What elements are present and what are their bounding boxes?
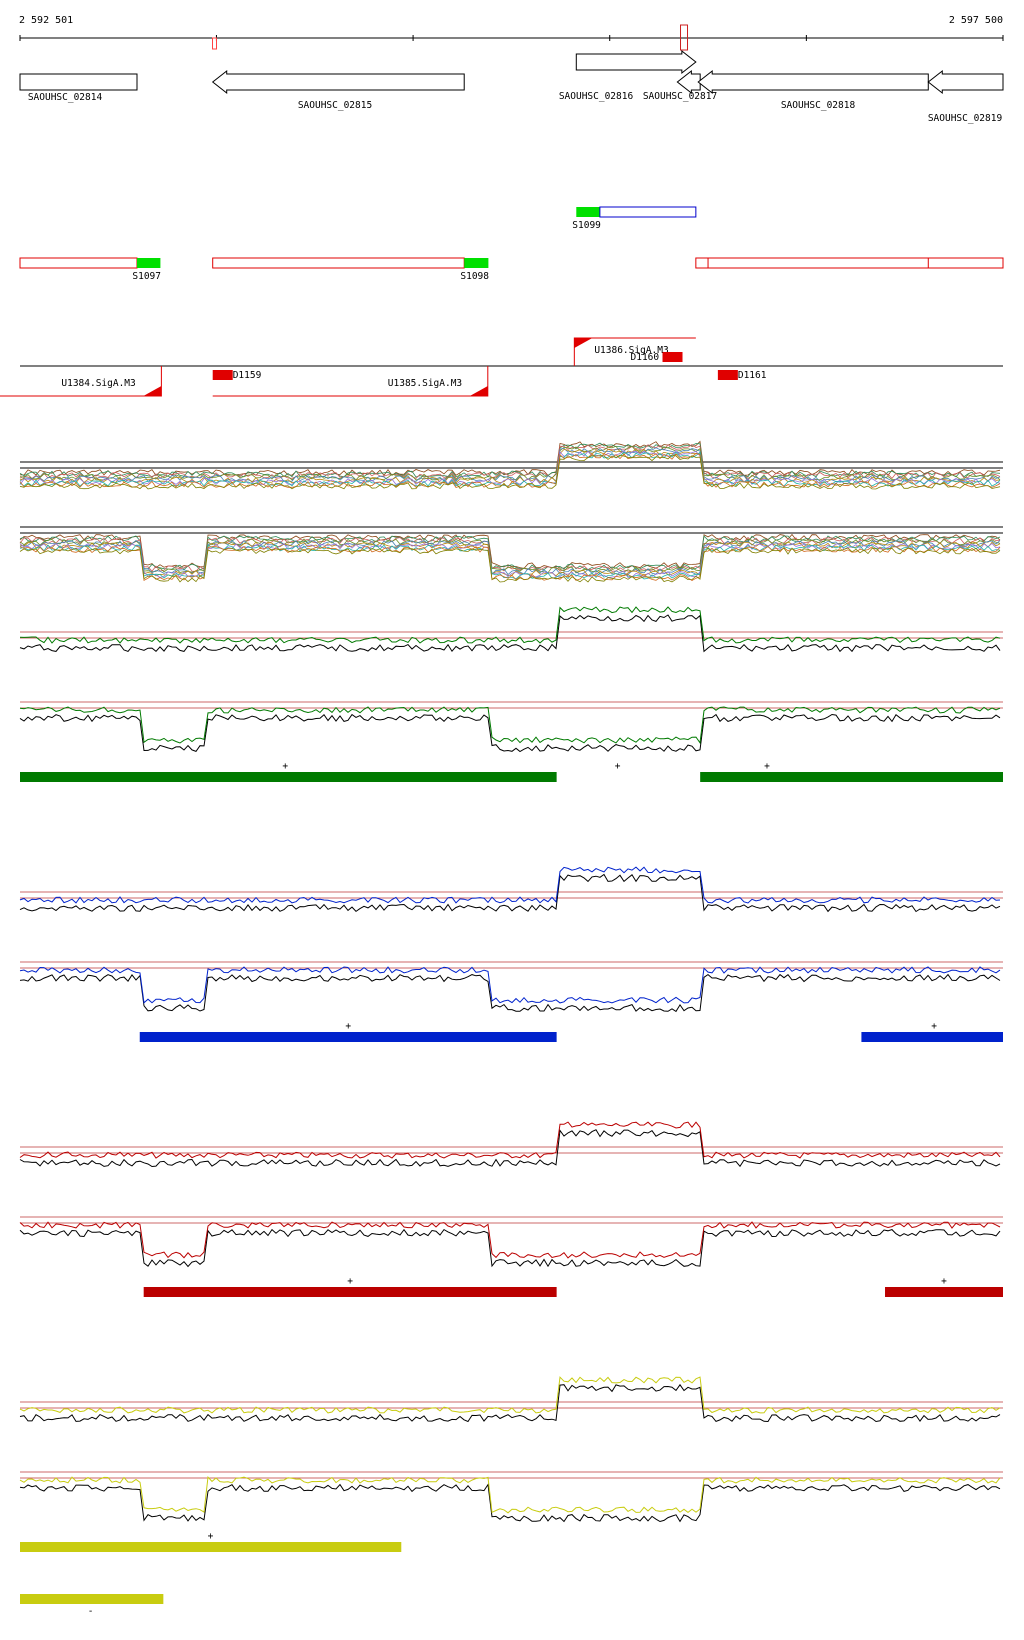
strand-plus-mark: + [931, 1021, 937, 1032]
promoter-flag [574, 338, 593, 348]
sample-profile [19, 535, 1001, 571]
sample-profile [19, 540, 1001, 576]
sample-profile [19, 451, 1001, 487]
strand-plus-mark: + [208, 1531, 214, 1542]
terminator-mark [212, 370, 233, 380]
promoter-label: U1385.SigA.M3 [388, 378, 462, 389]
terminator-label: D1159 [233, 370, 262, 381]
expression-profiles: + + + + + + + + - [19, 440, 1003, 1617]
sample-profile [19, 542, 1001, 578]
axis-end-label: 2 597 500 [949, 15, 1003, 26]
sample-profile [19, 453, 1001, 489]
strand-plus-mark: + [347, 1276, 353, 1287]
promoter-flag [143, 386, 162, 396]
terminator-mark [717, 370, 738, 380]
sample-profile [19, 448, 1001, 484]
condition-profile [19, 866, 1001, 904]
strand-minus-mark: - [88, 1606, 94, 1617]
gene-arrow [927, 69, 1004, 95]
sample-profile [19, 546, 1001, 582]
control-profile [19, 1129, 1001, 1168]
control-profile [19, 614, 1001, 653]
gene-arrow [697, 69, 929, 95]
expression-bar [139, 1032, 557, 1042]
gene-arrow [575, 49, 697, 75]
promoter-label: U1386.SigA.M3 [594, 345, 668, 356]
segment-body [19, 257, 138, 269]
control-profile [19, 1483, 1001, 1523]
gene-track: SAOUHSC_02814 SAOUHSC_02815 SAOUHSC_02816 S… [19, 49, 1004, 124]
segment-body [212, 257, 465, 269]
sample-profile [19, 536, 1001, 573]
expression-bar [861, 1032, 1003, 1042]
expression-bar [20, 1542, 402, 1552]
sample-profile [19, 442, 1001, 478]
sample-profile [19, 454, 1001, 490]
sample-profile [19, 541, 1001, 577]
segment-utr [464, 258, 489, 268]
condition-profile [19, 1376, 1001, 1414]
control-profile [19, 713, 1001, 753]
expression-bar [700, 772, 1003, 782]
condition-profile [19, 606, 1001, 644]
gene-label: SAOUHSC_02818 [781, 100, 856, 111]
axis-marker [212, 37, 218, 50]
segment-utr [576, 207, 600, 217]
control-profile [19, 1383, 1001, 1423]
condition-profile [19, 706, 1001, 745]
promoter-terminator-track: U1386.SigA.M3 U1384.SigA.M3 U1385.SigA.M3 D… [0, 337, 1003, 397]
condition-profile [19, 966, 1001, 1004]
terminator-label: D1160 [631, 352, 660, 363]
sample-profile [19, 547, 1001, 583]
gene-arrow [19, 73, 138, 91]
strand-plus-mark: + [764, 761, 770, 772]
gene-arrow [676, 69, 701, 95]
expression-bar [143, 1287, 557, 1297]
terminator-mark [662, 352, 683, 362]
axis-start-label: 2 592 501 [19, 15, 73, 26]
condition-profile [19, 1475, 1001, 1514]
sample-profile [19, 449, 1001, 485]
segment-label: S1099 [572, 220, 601, 231]
control-profile [19, 973, 1001, 1013]
sample-profile [19, 444, 1001, 480]
sample-profile [19, 445, 1001, 481]
control-profile [19, 1228, 1001, 1268]
axis-marker [680, 24, 689, 51]
gene-label: SAOUHSC_02816 [559, 91, 634, 102]
condition-profile [19, 1221, 1001, 1259]
segment-body [695, 257, 1004, 269]
control-profile [19, 873, 1001, 913]
condition-profile [19, 1121, 1001, 1159]
strand-plus-mark: + [615, 761, 621, 772]
expression-bar [885, 1287, 1003, 1297]
segment-track: S1099 S1097 S1098 [19, 206, 1004, 282]
terminator-label: D1161 [738, 370, 767, 381]
segment-label: S1097 [132, 271, 161, 282]
gene-label: SAOUHSC_02819 [928, 113, 1003, 124]
sample-profile [19, 533, 1001, 570]
expression-bar [20, 1594, 164, 1604]
gene-label: SAOUHSC_02817 [643, 91, 717, 102]
strand-plus-mark: + [282, 761, 288, 772]
gene-label: SAOUHSC_02814 [28, 92, 103, 103]
segment-label: S1098 [460, 271, 489, 282]
expression-bar [20, 772, 557, 782]
sample-profile [19, 544, 1001, 580]
segment-body [599, 206, 697, 218]
strand-plus-mark: + [941, 1276, 947, 1287]
promoter-label: U1384.SigA.M3 [61, 378, 135, 389]
sample-profile [19, 440, 1001, 477]
gene-label: SAOUHSC_02815 [298, 100, 372, 111]
gene-arrow [211, 69, 465, 95]
strand-plus-mark: + [345, 1021, 351, 1032]
coordinate-axis: 2 592 501 2 597 500 [19, 15, 1004, 51]
promoter-flag [469, 386, 488, 396]
segment-utr [137, 258, 161, 268]
